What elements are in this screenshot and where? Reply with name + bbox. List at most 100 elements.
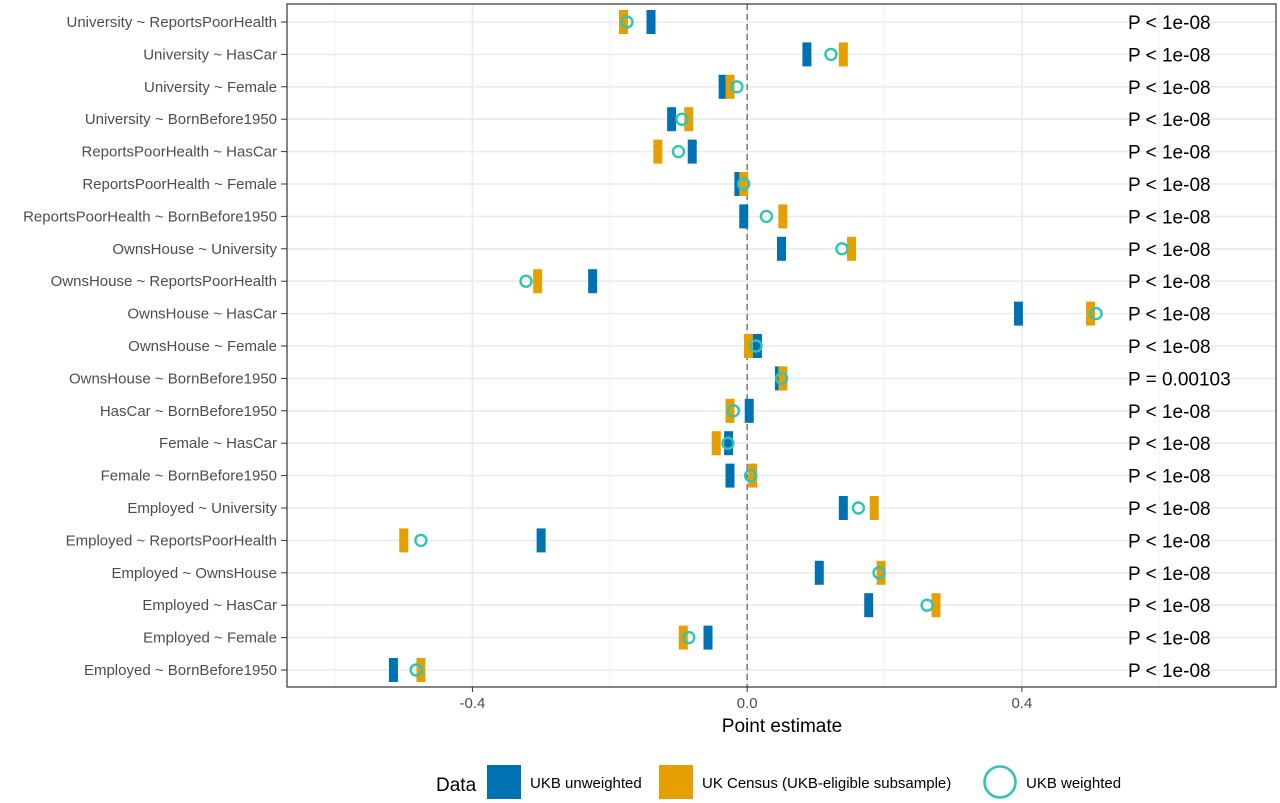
p-value-label: P < 1e-08 (1128, 45, 1211, 66)
point-ukb-weighted (737, 177, 751, 191)
p-value-label: P < 1e-08 (1128, 499, 1211, 520)
p-value-label: P < 1e-08 (1128, 240, 1211, 261)
p-value-label: P < 1e-08 (1128, 596, 1211, 617)
legend-label: UK Census (UKB-eligible subsample) (702, 775, 951, 792)
point-ukb-weighted (1089, 306, 1103, 321)
point-uk-census (931, 593, 941, 618)
x-axis-title: Point estimate (722, 716, 842, 737)
point-ukb-weighted (409, 663, 423, 677)
legend-item-ukb-weighted: UKB weighted (983, 765, 1121, 799)
data-row: Employed ~ BornBefore1950 P < 1e-08 (84, 658, 1211, 682)
point-ukb-weighted (671, 144, 686, 159)
point-ukb-unweighted (718, 74, 728, 99)
p-value-label: P < 1e-08 (1128, 531, 1211, 552)
point-ukb-weighted (872, 566, 886, 580)
legend-label: UKB unweighted (530, 775, 642, 792)
p-value-label: P < 1e-08 (1128, 564, 1211, 585)
point-uk-census (725, 74, 735, 99)
p-value-label: P < 1e-08 (1128, 305, 1211, 326)
point-ukb-weighted (730, 80, 744, 94)
point-uk-census (778, 204, 788, 229)
point-uk-census (711, 431, 721, 456)
point-uk-census (725, 398, 735, 423)
legend-key (983, 765, 1017, 799)
point-ukb-weighted (759, 209, 774, 224)
point-ukb-unweighted (739, 204, 749, 229)
row-label: Employed ~ OwnsHouse (112, 565, 278, 582)
data-row: ReportsPoorHealth ~ Female P < 1e-08 (82, 172, 1211, 196)
point-uk-census (739, 172, 749, 196)
plot-border (286, 3, 1277, 688)
row-label: OwnsHouse ~ HasCar (127, 306, 277, 323)
point-ukb-unweighted (703, 625, 713, 650)
p-value-label: P < 1e-08 (1128, 629, 1211, 650)
p-value-label: P < 1e-08 (1128, 337, 1211, 358)
row-label: OwnsHouse ~ ReportsPoorHealth (51, 273, 277, 290)
point-ukb-unweighted (1013, 301, 1023, 326)
legend-item-uk-census: UK Census (UKB-eligible subsample) (659, 765, 951, 799)
p-value-label: P < 1e-08 (1128, 467, 1211, 488)
row-label: ReportsPoorHealth ~ Female (82, 176, 277, 193)
point-ukb-unweighted (744, 398, 754, 423)
p-value-label: P = 0.00103 (1128, 369, 1231, 390)
point-uk-census (778, 366, 788, 391)
legend-title: Data (436, 775, 477, 796)
row-label: Female ~ BornBefore1950 (101, 468, 277, 485)
point-uk-census (876, 560, 886, 585)
axis-layer: -0.4 0.0 0.4 (286, 3, 1277, 712)
point-uk-census (838, 42, 848, 67)
x-tick-label: 0.4 (1011, 695, 1032, 712)
data-row: OwnsHouse ~ Female P < 1e-08 (128, 334, 1211, 358)
row-label: Employed ~ Female (143, 630, 277, 647)
point-ukb-unweighted (838, 496, 848, 520)
row-label: HasCar ~ BornBefore1950 (100, 403, 277, 420)
p-value-label: P < 1e-08 (1128, 175, 1211, 196)
point-ukb-weighted (675, 112, 689, 126)
point-ukb-unweighted (687, 139, 697, 164)
point-uk-census (744, 334, 754, 358)
p-value-label: P < 1e-08 (1128, 402, 1211, 423)
data-row: OwnsHouse ~ HasCar P < 1e-08 (127, 301, 1211, 326)
row-label: Employed ~ University (127, 500, 277, 517)
p-value-label: P < 1e-08 (1128, 661, 1211, 682)
row-label: ReportsPoorHealth ~ HasCar (81, 144, 277, 161)
point-uk-census (619, 10, 629, 34)
row-label: Employed ~ ReportsPoorHealth (66, 532, 277, 549)
data-row: Female ~ BornBefore1950 P < 1e-08 (101, 463, 1211, 488)
row-label: University ~ Female (144, 79, 277, 96)
point-ukb-weighted (835, 242, 849, 256)
point-uk-census (748, 463, 758, 488)
point-ukb-weighted (920, 598, 934, 612)
data-row: Employed ~ ReportsPoorHealth P < 1e-08 (66, 528, 1211, 553)
row-label: University ~ BornBefore1950 (85, 111, 277, 128)
p-value-label: P < 1e-08 (1128, 207, 1211, 228)
point-ukb-unweighted (536, 528, 546, 553)
x-tick-label: -0.4 (460, 695, 486, 712)
p-value-label: P < 1e-08 (1128, 434, 1211, 455)
data-row: ReportsPoorHealth ~ BornBefore1950 P < 1e… (23, 204, 1211, 229)
data-row: University ~ HasCar P < 1e-08 (143, 42, 1211, 67)
point-ukb-unweighted (752, 334, 762, 358)
row-label: OwnsHouse ~ BornBefore1950 (69, 370, 277, 387)
row-label: Female ~ HasCar (159, 435, 277, 452)
data-row: HasCar ~ BornBefore1950 P < 1e-08 (100, 398, 1211, 423)
legend: Data UKB unweighted UK Census (UKB-eligib… (436, 765, 1121, 799)
rows-layer: University ~ ReportsPoorHealth P < 1e-08U… (23, 10, 1231, 682)
grid-layer (287, 4, 1276, 687)
legend-label: UKB weighted (1026, 775, 1121, 792)
legend-key (659, 765, 693, 799)
point-ukb-unweighted (814, 560, 824, 585)
point-ukb-weighted (721, 436, 735, 450)
point-ukb-weighted (743, 468, 758, 483)
p-value-label: P < 1e-08 (1128, 272, 1211, 293)
row-label: OwnsHouse ~ Female (128, 338, 277, 355)
point-ukb-unweighted (588, 269, 598, 294)
point-uk-census (684, 107, 694, 132)
point-ukb-unweighted (388, 658, 398, 682)
data-row: Employed ~ Female P < 1e-08 (143, 625, 1211, 650)
data-row: Employed ~ University P < 1e-08 (127, 496, 1211, 520)
row-label: University ~ HasCar (143, 46, 277, 63)
data-row: OwnsHouse ~ ReportsPoorHealth P < 1e-08 (51, 269, 1211, 294)
p-value-label: P < 1e-08 (1128, 13, 1211, 34)
point-ukb-unweighted (864, 593, 874, 618)
